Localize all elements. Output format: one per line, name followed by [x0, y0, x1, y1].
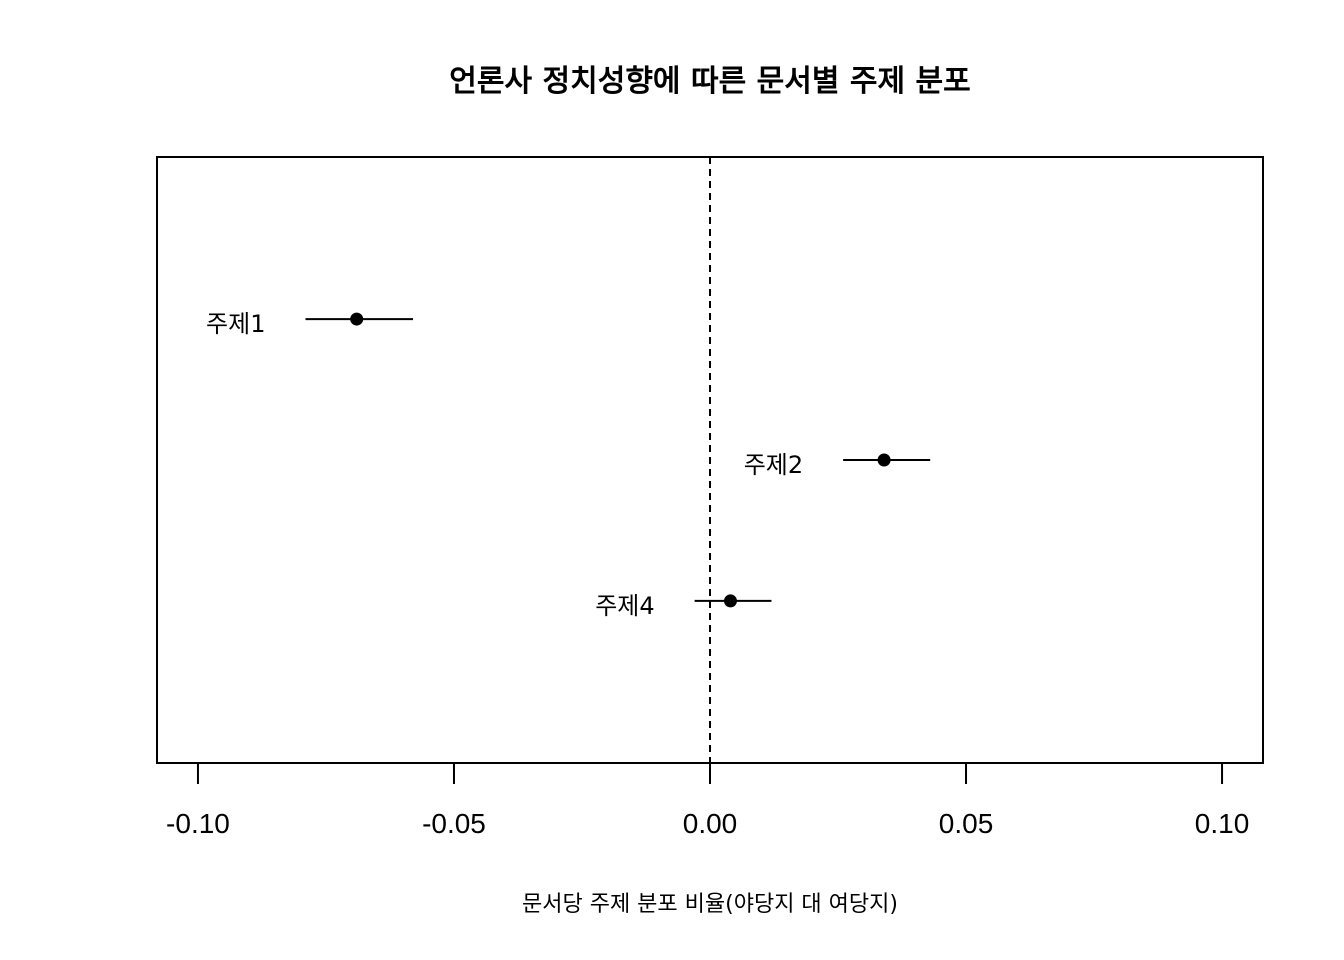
data-point-1	[350, 312, 364, 326]
x-tick-label-1: -0.10	[166, 808, 230, 839]
x-axis: -0.10 -0.05 0.00 0.05 0.10	[166, 763, 1249, 839]
x-tick-label-4: 0.05	[939, 808, 994, 839]
points-layer: 주제1 주제2 주제4	[206, 310, 931, 620]
point-label-2: 주제2	[744, 451, 803, 479]
data-point-2	[877, 453, 891, 467]
point-label-1: 주제1	[206, 310, 265, 338]
point-label-3: 주제4	[595, 592, 654, 620]
x-axis-label: 문서당 주제 분포 비율(야당지 대 여당지)	[522, 892, 898, 917]
chart-title: 언론사 정치성향에 따른 문서별 주제 분포	[449, 64, 970, 99]
x-tick-label-2: -0.05	[422, 808, 486, 839]
x-tick-label-5: 0.10	[1195, 808, 1250, 839]
x-tick-label-3: 0.00	[683, 808, 738, 839]
data-point-3	[723, 594, 737, 608]
